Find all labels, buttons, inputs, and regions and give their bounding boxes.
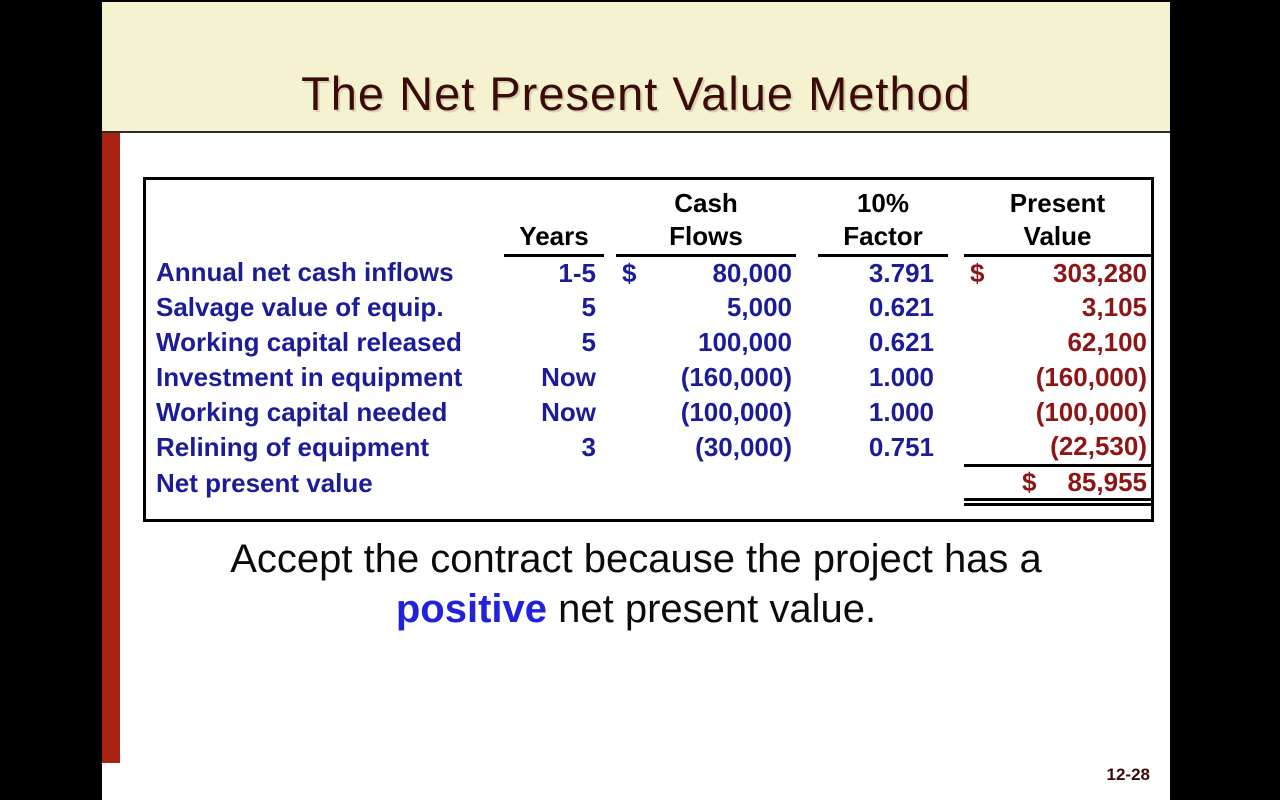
header-cash-line2: Flows	[616, 220, 796, 257]
cell-cash-flow: (100,000)	[616, 395, 796, 430]
header-present-line2: Value	[964, 220, 1151, 257]
cell-net-present-value-total: $85,955	[964, 465, 1151, 506]
cell-cash-flow	[616, 465, 796, 502]
cell-years: Now	[541, 362, 596, 392]
cell-cash-flow: 100,000	[616, 325, 796, 360]
header-factor-line1: 10%	[856, 187, 910, 218]
dollar-sign: $	[970, 257, 985, 288]
row-label: Relining of equipment	[156, 432, 429, 462]
cell-years: 3	[581, 432, 596, 462]
cell-years: 5	[581, 292, 596, 322]
cell-present-value: $303,280	[964, 255, 1151, 290]
conclusion-text: Accept the contract because the project …	[102, 534, 1170, 634]
table-row: Relining of equipment 3 (30,000) 0.751 (…	[146, 430, 1151, 467]
cell-cash-flow: 5,000	[616, 290, 796, 325]
cell-factor: 0.751	[868, 432, 934, 462]
npv-table: Cash 10% Present Years Flows Factor Valu…	[146, 180, 1151, 506]
cell-factor: 1.000	[868, 362, 934, 392]
table-header-row-1: Cash 10% Present	[146, 180, 1151, 220]
table-row: Working capital released 5 100,000 0.621…	[146, 325, 1151, 360]
cell-present-value: (160,000)	[964, 360, 1151, 395]
row-label: Working capital released	[156, 327, 462, 357]
dollar-sign: $	[622, 257, 637, 288]
cell-cash-flow: $80,000	[616, 255, 796, 290]
dollar-sign: $	[1022, 466, 1037, 497]
present-value-amount: (160,000)	[1035, 362, 1147, 392]
cell-factor: 0.621	[868, 327, 934, 357]
table-header-row-2: Years Flows Factor Value	[146, 220, 1151, 257]
row-label: Investment in equipment	[156, 362, 463, 392]
cell-factor: 3.791	[868, 257, 934, 288]
left-black-border	[0, 0, 102, 800]
present-value-amount: (100,000)	[1035, 397, 1147, 427]
cash-flow-amount: (160,000)	[680, 362, 792, 392]
header-years: Years	[504, 220, 604, 257]
present-value-amount: 303,280	[1053, 257, 1147, 288]
present-value-amount: 62,100	[1067, 327, 1147, 357]
present-value-amount: (22,530)	[1050, 431, 1147, 462]
table-row-total: Net present value $85,955	[146, 465, 1151, 506]
header-cash-line1: Cash	[674, 187, 738, 218]
positive-highlight: positive	[395, 587, 548, 631]
header-factor-line2: Factor	[818, 220, 948, 257]
cell-cash-flow: (160,000)	[616, 360, 796, 395]
cash-flow-amount: 5,000	[726, 292, 792, 322]
right-black-border	[1170, 0, 1280, 800]
conclusion-line1: Accept the contract because the project …	[230, 537, 1042, 581]
cell-present-value: 3,105	[964, 290, 1151, 325]
cell-years	[504, 465, 604, 502]
present-value-amount: 85,955	[1067, 466, 1147, 497]
cell-factor: 1.000	[868, 397, 934, 427]
slide-page-number: 12-28	[1106, 765, 1150, 784]
table-row: Working capital needed Now (100,000) 1.0…	[146, 395, 1151, 430]
cell-present-value-subtotal-rule: (22,530)	[964, 430, 1151, 467]
table-row: Investment in equipment Now (160,000) 1.…	[146, 360, 1151, 395]
cell-factor	[818, 465, 948, 502]
cash-flow-amount: (30,000)	[695, 432, 792, 462]
row-label: Annual net cash inflows	[156, 257, 454, 287]
conclusion-line2-rest: net present value.	[547, 587, 877, 631]
table-row: Salvage value of equip. 5 5,000 0.621 3,…	[146, 290, 1151, 325]
cell-years: 1-5	[558, 257, 596, 288]
title-banner: The Net Present Value Method	[102, 0, 1170, 133]
row-label: Working capital needed	[156, 397, 448, 427]
row-label: Salvage value of equip.	[156, 292, 444, 322]
npv-table-box: Cash 10% Present Years Flows Factor Valu…	[143, 177, 1154, 522]
row-label: Net present value	[156, 467, 373, 498]
cash-flow-amount: 100,000	[698, 327, 792, 357]
header-present-line1: Present	[1009, 187, 1106, 218]
table-row: Annual net cash inflows 1-5 $80,000 3.79…	[146, 255, 1151, 290]
cash-flow-amount: (100,000)	[680, 397, 792, 427]
cell-cash-flow: (30,000)	[616, 430, 796, 465]
cell-years: Now	[541, 397, 596, 427]
cell-years: 5	[581, 327, 596, 357]
cell-factor: 0.621	[868, 292, 934, 322]
slide-title: The Net Present Value Method	[301, 67, 971, 120]
cell-present-value: (100,000)	[964, 395, 1151, 430]
cell-present-value: 62,100	[964, 325, 1151, 360]
red-accent-bar	[102, 133, 120, 763]
present-value-amount: 3,105	[1081, 292, 1147, 322]
cash-flow-amount: 80,000	[712, 257, 792, 288]
